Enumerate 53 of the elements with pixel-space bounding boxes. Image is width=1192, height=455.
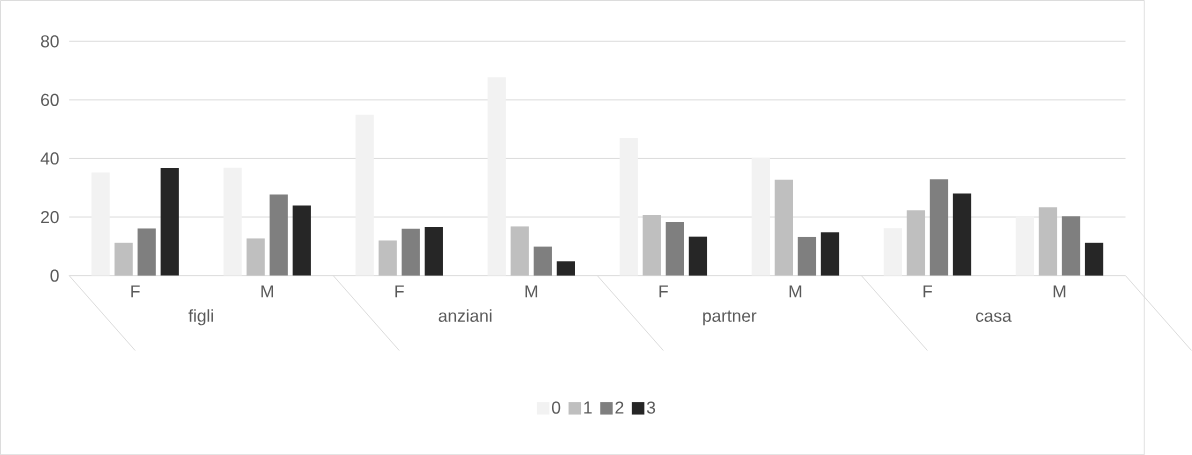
bar: [797, 236, 817, 276]
text: figli: [188, 309, 213, 326]
y-tick-label: 80: [40, 35, 59, 48]
x-tick-label: F: [131, 285, 140, 298]
x-tick-label: M: [261, 285, 273, 298]
bar: [269, 194, 288, 276]
legend-label: 0: [551, 401, 561, 414]
bar: [688, 236, 708, 276]
bar: [929, 179, 949, 276]
bar: [774, 179, 793, 276]
bar: [751, 157, 770, 276]
legend-label: 3: [646, 401, 656, 414]
bar: [883, 228, 902, 276]
x-tick-label: M: [789, 285, 802, 298]
y-tick-label: 40: [40, 152, 59, 165]
bar: [160, 168, 179, 276]
bar: [556, 261, 576, 276]
bar: [424, 226, 443, 276]
legend-label: 2: [615, 401, 624, 414]
bar: [906, 210, 926, 276]
bar: [665, 221, 684, 276]
x-tick-label: F: [659, 285, 668, 298]
bar: [378, 240, 397, 276]
x-tick-label: M: [1053, 285, 1066, 298]
x-tick-label: M: [525, 285, 538, 298]
y-tick-label: 20: [41, 210, 59, 224]
bar: [487, 77, 506, 276]
bar: [292, 205, 311, 276]
bar: [1061, 216, 1081, 276]
x-tick-label: F: [923, 285, 933, 298]
bar: [510, 226, 529, 276]
bar: [91, 172, 110, 276]
bar: [401, 228, 420, 276]
bar: [642, 214, 661, 276]
text: partner: [703, 310, 757, 326]
bar: [619, 137, 638, 276]
x-tick-label: F: [395, 285, 404, 298]
y-tick-label: 60: [41, 93, 59, 106]
bar: [355, 114, 374, 276]
bar: [1015, 216, 1035, 276]
bar: [952, 193, 972, 276]
text: anziani: [438, 309, 492, 322]
bar: [223, 167, 242, 276]
bar: [1084, 242, 1104, 276]
bar: [533, 246, 552, 276]
legend-label: 1: [584, 401, 592, 414]
y-tick-label: 0: [50, 269, 59, 282]
text: casa: [976, 312, 1012, 322]
bar: [114, 242, 133, 276]
bar: [820, 232, 840, 276]
bar: [1038, 207, 1058, 276]
bar: [246, 238, 265, 276]
bar: [137, 228, 156, 276]
